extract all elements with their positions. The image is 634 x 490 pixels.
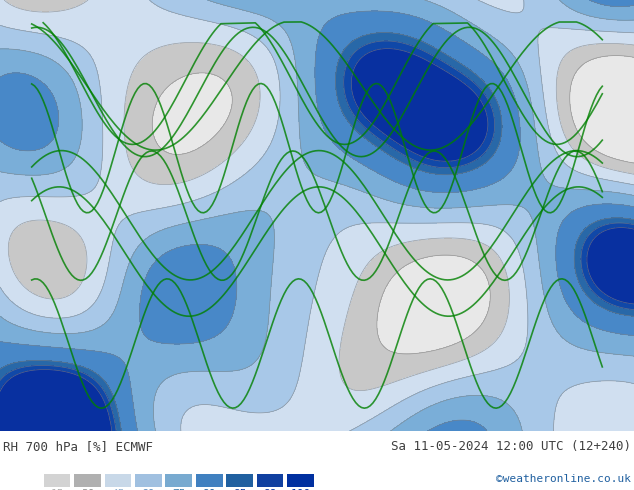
FancyBboxPatch shape [135, 474, 162, 487]
FancyBboxPatch shape [196, 474, 223, 487]
Text: ©weatheronline.co.uk: ©weatheronline.co.uk [496, 474, 631, 484]
Text: RH 700 hPa [%] ECMWF: RH 700 hPa [%] ECMWF [3, 440, 153, 453]
FancyBboxPatch shape [44, 474, 70, 487]
FancyBboxPatch shape [287, 474, 314, 487]
FancyBboxPatch shape [226, 474, 253, 487]
FancyBboxPatch shape [105, 474, 131, 487]
FancyBboxPatch shape [74, 474, 101, 487]
FancyBboxPatch shape [257, 474, 283, 487]
FancyBboxPatch shape [165, 474, 192, 487]
Text: Sa 11-05-2024 12:00 UTC (12+240): Sa 11-05-2024 12:00 UTC (12+240) [391, 440, 631, 453]
